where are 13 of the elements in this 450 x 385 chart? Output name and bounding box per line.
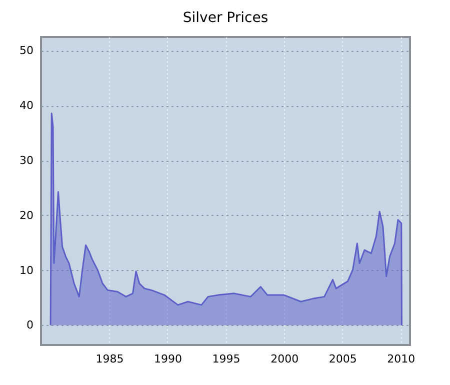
y-tick-label: 10 [20,264,34,277]
y-tick-label: 0 [26,318,34,332]
x-tick-label: 1990 [154,352,182,366]
x-tick-label: 2010 [387,352,416,366]
y-tick-label: 50 [20,44,34,58]
x-tick-label: 1995 [212,352,240,366]
chart-title: Silver Prices [182,10,268,26]
x-tick-label: 2000 [270,352,299,366]
y-tick-label: 20 [20,208,34,222]
y-tick-label: 30 [20,154,34,168]
x-tick-label: 1985 [96,352,124,366]
y-tick-label: 40 [20,99,34,112]
x-tick-label: 2005 [328,352,357,366]
